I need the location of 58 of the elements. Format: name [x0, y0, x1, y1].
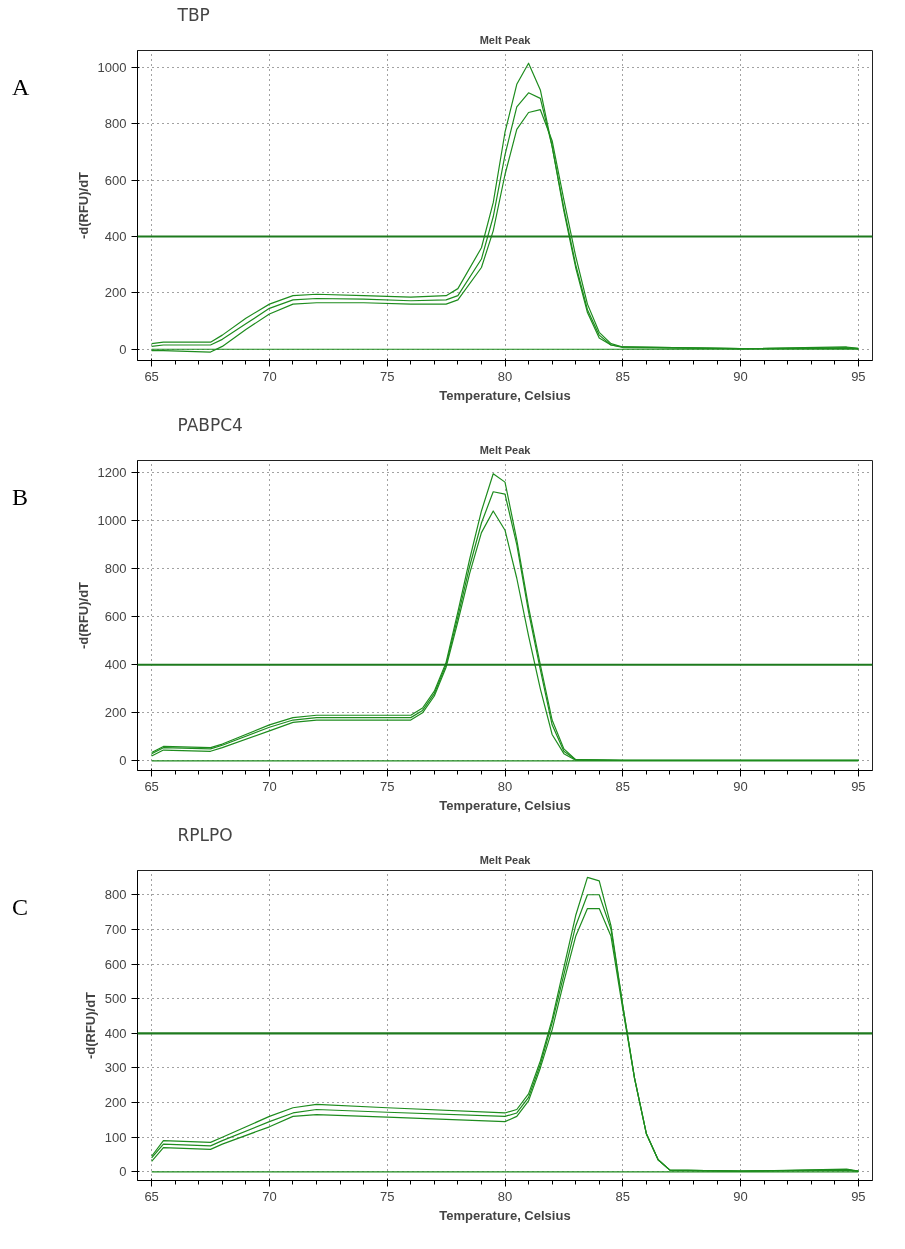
- x-tick-label: 65: [144, 778, 159, 794]
- y-tick-label: 400: [104, 657, 127, 673]
- y-tick-label: 300: [104, 1060, 127, 1076]
- y-tick-label: 0: [119, 1164, 127, 1180]
- y-tick-label: 700: [104, 921, 127, 937]
- x-axis-title: Temperature, Celsius: [439, 797, 571, 813]
- chart-title: RPLPO: [177, 824, 233, 845]
- x-tick-label: 85: [615, 368, 631, 384]
- y-tick-label: 800: [104, 887, 127, 903]
- y-tick-label: 1000: [97, 513, 127, 529]
- x-tick-label: 80: [497, 778, 513, 794]
- y-tick-label: 1000: [97, 59, 127, 75]
- text: B: [12, 483, 29, 512]
- x-axis-title: Temperature, Celsius: [439, 1207, 571, 1223]
- x-tick-label: 75: [379, 778, 395, 794]
- x-tick-label: 65: [144, 1188, 159, 1204]
- x-tick-label: 80: [497, 1188, 513, 1204]
- chart-subtitle: Melt Peak: [479, 33, 532, 46]
- x-tick-label: 85: [615, 778, 631, 794]
- y-tick-label: 1200: [97, 465, 127, 481]
- y-tick-label: 100: [104, 1129, 127, 1145]
- chart-subtitle: Melt Peak: [479, 853, 532, 866]
- x-tick-label: 80: [497, 368, 513, 384]
- y-axis-title: -d(RFU)/dT: [75, 581, 91, 650]
- x-tick-label: 90: [733, 778, 748, 794]
- x-tick-label: 75: [379, 1188, 395, 1204]
- x-tick-label: 70: [262, 778, 277, 794]
- text: A: [12, 73, 30, 102]
- y-tick-label: 800: [104, 561, 127, 577]
- y-tick-label: 200: [104, 705, 127, 721]
- x-tick-label: 85: [615, 1188, 631, 1204]
- y-tick-label: 0: [119, 753, 127, 769]
- x-tick-label: 70: [262, 1188, 277, 1204]
- y-tick-label: 400: [104, 229, 127, 244]
- chart-subtitle: Melt Peak: [479, 443, 532, 456]
- y-tick-label: 600: [104, 609, 127, 625]
- x-tick-label: 75: [379, 368, 395, 384]
- chart-title: PABPC4: [177, 414, 243, 435]
- text: C: [12, 893, 29, 922]
- y-tick-label: 500: [104, 991, 127, 1007]
- x-tick-label: 90: [733, 368, 748, 384]
- y-tick-label: 600: [104, 956, 127, 972]
- x-tick-label: 95: [851, 368, 866, 384]
- y-tick-label: 800: [104, 116, 127, 132]
- y-tick-label: 200: [104, 285, 127, 301]
- y-tick-label: 400: [104, 1025, 127, 1041]
- x-axis-title: Temperature, Celsius: [439, 387, 571, 403]
- y-tick-label: 600: [104, 172, 127, 188]
- y-tick-label: 0: [119, 341, 127, 357]
- x-tick-label: 95: [851, 1188, 866, 1204]
- x-tick-label: 70: [262, 368, 277, 384]
- chart-title: TBP: [176, 4, 210, 25]
- x-tick-label: 65: [144, 368, 159, 384]
- y-axis-title: -d(RFU)/dT: [75, 171, 91, 240]
- y-tick-label: 200: [104, 1095, 127, 1111]
- x-tick-label: 95: [851, 778, 866, 794]
- x-tick-label: 90: [733, 1188, 748, 1204]
- y-axis-title: -d(RFU)/dT: [82, 991, 98, 1060]
